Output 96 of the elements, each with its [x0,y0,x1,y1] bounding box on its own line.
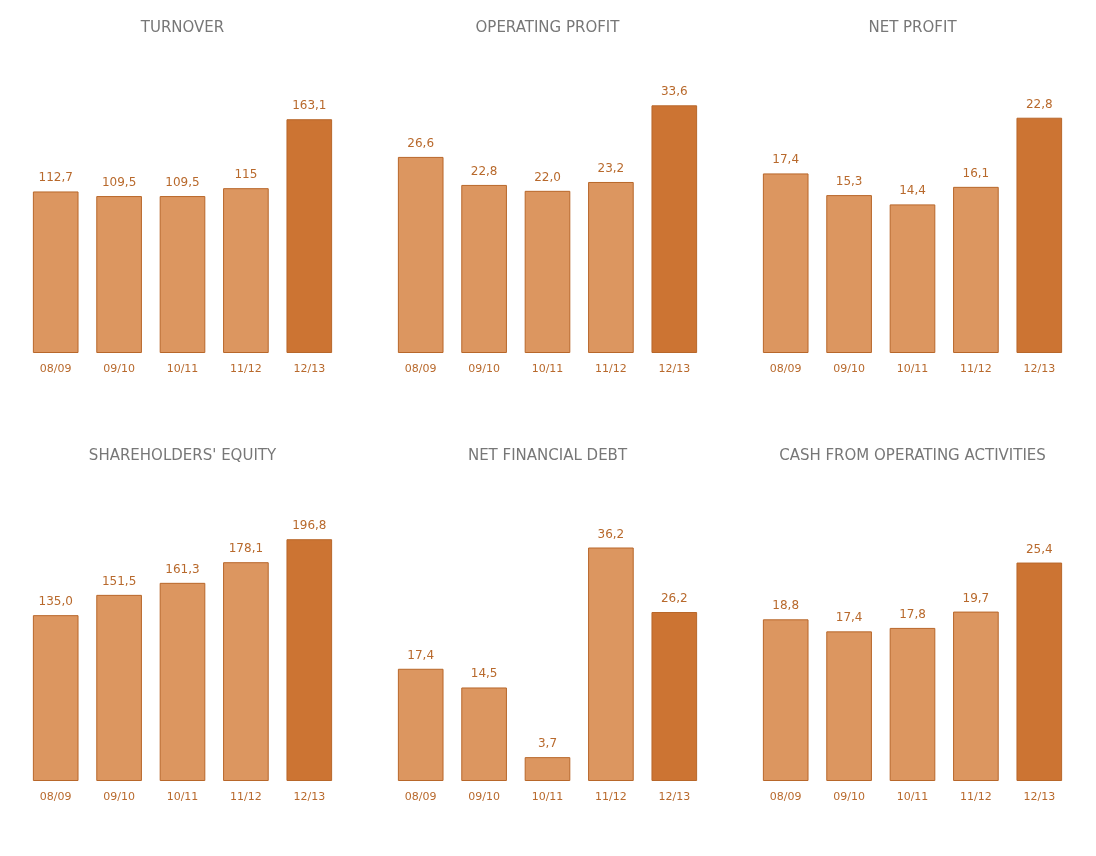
data-label: 17,4 [835,610,863,625]
data-label: 109,5 [165,175,200,190]
x-tick-label: 10/11 [531,790,564,803]
bar [826,195,872,353]
data-label: 26,6 [407,135,435,150]
bar [461,687,507,781]
x-tick-label: 08/09 [39,790,72,803]
data-label: 22,0 [534,169,561,184]
data-label: 14,4 [899,183,926,198]
chart-title: TURNOVER [139,17,225,36]
chart-title: NET FINANCIAL DEBT [467,445,628,464]
x-tick-label: 09/10 [833,362,865,375]
x-tick-label: 08/09 [769,362,802,375]
data-label: 22,8 [470,163,498,178]
bar [588,181,634,353]
x-tick-label: 10/11 [166,790,199,803]
bar [159,582,206,781]
x-tick-label: 12/13 [293,362,326,375]
data-label: 33,6 [660,84,688,99]
bar [1016,562,1063,781]
chart-title: NET PROFIT [868,17,958,36]
bar [32,191,79,353]
data-label: 36,2 [597,526,625,541]
x-tick-label: 11/12 [595,362,627,375]
chart-title: CASH FROM OPERATING ACTIVITIES [779,445,1046,464]
bar [762,173,809,353]
bar [588,547,634,781]
data-label: 3,7 [537,736,558,751]
bar [461,184,507,353]
data-label: 23,2 [597,160,625,175]
data-label: 14,5 [470,666,498,681]
data-label: 151,5 [101,573,137,588]
x-tick-label: 09/10 [103,790,135,803]
data-label: 135,0 [38,594,73,609]
bar [651,105,698,353]
data-label: 25,4 [1025,541,1053,556]
bar [286,539,333,781]
bar [826,631,872,781]
x-tick-label: 09/10 [468,362,500,375]
x-tick-label: 09/10 [103,362,135,375]
x-tick-label: 11/12 [595,790,627,803]
x-tick-label: 08/09 [404,362,437,375]
bar [524,190,571,353]
x-tick-label: 10/11 [531,362,564,375]
x-tick-label: 12/13 [1023,362,1056,375]
data-label: 26,2 [660,591,688,606]
bar [889,627,936,781]
bar [223,562,269,781]
data-label: 161,3 [165,561,200,576]
x-tick-label: 11/12 [960,790,992,803]
x-tick-label: 10/11 [896,362,929,375]
data-label: 16,1 [962,165,990,180]
bar [953,611,999,781]
bar [762,619,809,781]
x-tick-label: 08/09 [39,362,72,375]
data-label: 178,1 [228,541,264,556]
data-label: 115 [234,167,258,182]
x-tick-label: 10/11 [166,362,199,375]
x-tick-label: 09/10 [468,790,500,803]
data-label: 109,5 [101,175,137,190]
bar [397,156,444,353]
x-tick-label: 11/12 [230,790,262,803]
data-label: 17,8 [899,606,926,621]
x-tick-label: 12/13 [658,790,691,803]
chart-title: SHAREHOLDERS' EQUITY [88,445,277,464]
bar [397,668,444,781]
bar [953,186,999,353]
data-label: 163,1 [292,98,327,113]
bar [96,594,142,781]
bar [96,196,142,353]
data-label: 15,3 [835,174,863,189]
data-label: 19,7 [962,590,990,605]
bar [32,615,79,781]
data-label: 22,8 [1025,96,1053,111]
bar [889,204,936,353]
x-tick-label: 12/13 [293,790,326,803]
x-tick-label: 10/11 [896,790,929,803]
data-label: 17,4 [407,647,435,662]
x-tick-label: 12/13 [1023,790,1056,803]
bar [286,119,333,353]
data-label: 112,7 [38,170,73,185]
bar [159,196,206,353]
x-tick-label: 11/12 [960,362,992,375]
chart-title: OPERATING PROFIT [475,17,621,36]
x-tick-label: 08/09 [404,790,437,803]
x-tick-label: 08/09 [769,790,802,803]
data-label: 196,8 [292,518,327,533]
bar [1016,117,1063,353]
data-label: 18,8 [772,598,800,613]
bar [651,612,698,781]
bar [223,188,269,353]
x-tick-label: 09/10 [833,790,865,803]
data-label: 17,4 [772,152,800,167]
x-tick-label: 12/13 [658,362,691,375]
bar [524,757,571,781]
x-tick-label: 11/12 [230,362,262,375]
